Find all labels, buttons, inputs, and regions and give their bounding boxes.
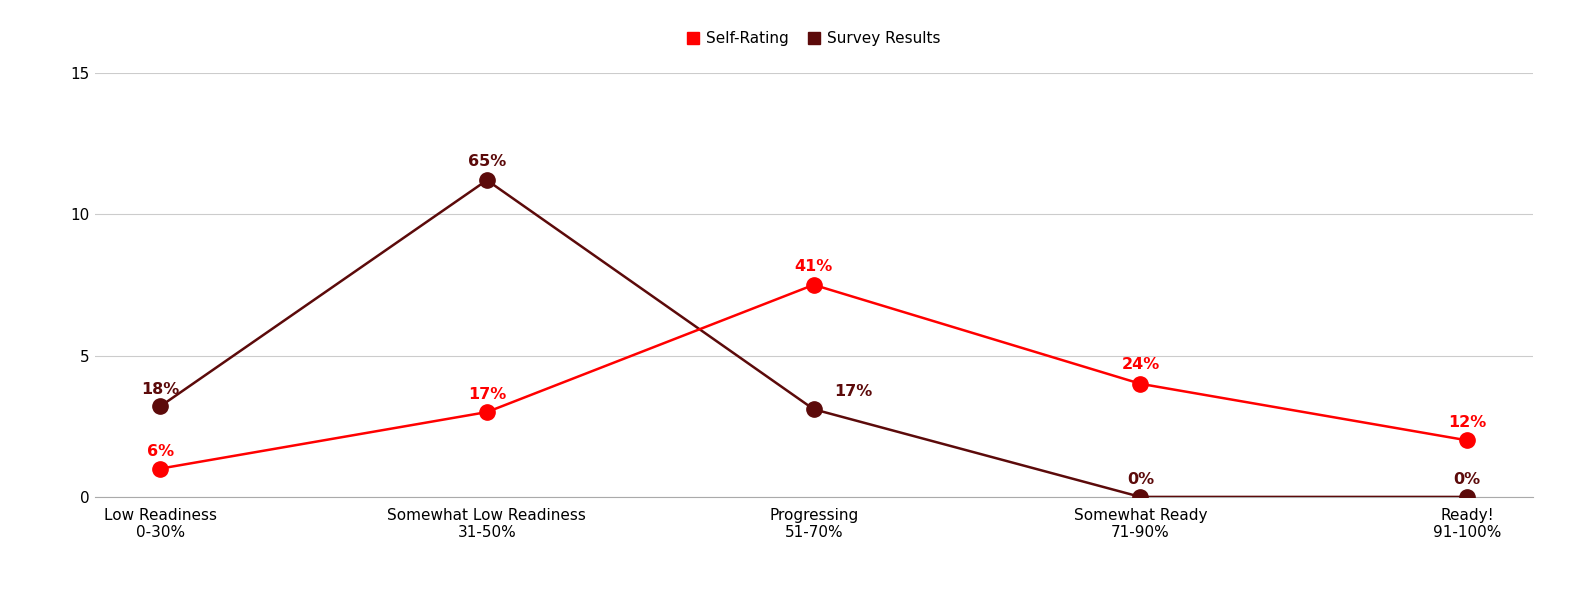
- Text: 17%: 17%: [834, 384, 872, 399]
- Text: 17%: 17%: [468, 387, 506, 402]
- Text: 0%: 0%: [1127, 472, 1153, 487]
- Text: 12%: 12%: [1449, 416, 1487, 430]
- Text: 0%: 0%: [1454, 472, 1480, 487]
- Text: 18%: 18%: [141, 382, 179, 396]
- Text: 65%: 65%: [468, 154, 506, 169]
- Text: 6%: 6%: [147, 444, 174, 459]
- Text: 24%: 24%: [1122, 358, 1160, 373]
- Legend: Self-Rating, Survey Results: Self-Rating, Survey Results: [681, 25, 946, 53]
- Text: 41%: 41%: [795, 259, 833, 273]
